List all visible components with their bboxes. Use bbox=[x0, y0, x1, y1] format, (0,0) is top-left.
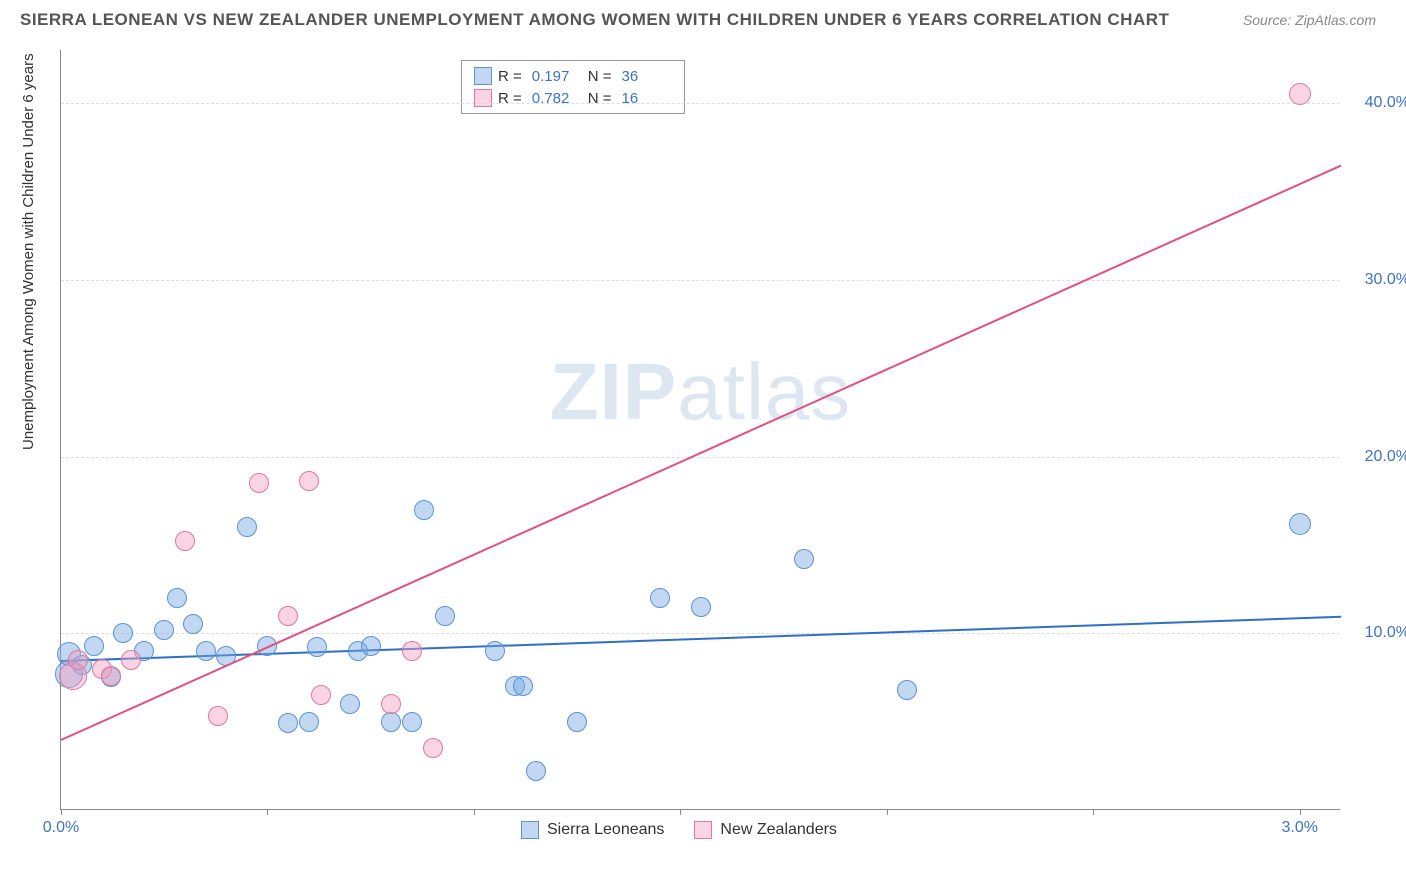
data-point bbox=[381, 712, 401, 732]
legend-swatch-pink bbox=[474, 89, 492, 107]
data-point bbox=[175, 531, 195, 551]
chart-header: SIERRA LEONEAN VS NEW ZEALANDER UNEMPLOY… bbox=[0, 0, 1406, 35]
correlation-row-2: R = 0.782 N = 16 bbox=[474, 87, 672, 109]
data-point bbox=[513, 676, 533, 696]
data-point bbox=[402, 712, 422, 732]
y-tick-label: 10.0% bbox=[1365, 624, 1406, 642]
data-point bbox=[278, 606, 298, 626]
grid-line bbox=[61, 280, 1340, 281]
watermark: ZIPatlas bbox=[550, 346, 851, 438]
data-point bbox=[691, 597, 711, 617]
data-point bbox=[381, 694, 401, 714]
data-point bbox=[897, 680, 917, 700]
data-point bbox=[567, 712, 587, 732]
data-point bbox=[299, 712, 319, 732]
watermark-bold: ZIP bbox=[550, 347, 677, 436]
x-tick-label: 3.0% bbox=[1281, 819, 1317, 837]
grid-line bbox=[61, 633, 1340, 634]
data-point bbox=[361, 636, 381, 656]
y-tick-label: 40.0% bbox=[1365, 94, 1406, 112]
legend-item-1: Sierra Leoneans bbox=[521, 821, 664, 839]
legend-swatch-pink bbox=[694, 821, 712, 839]
data-point bbox=[307, 637, 327, 657]
data-point bbox=[113, 623, 133, 643]
data-point bbox=[167, 588, 187, 608]
legend-swatch-blue bbox=[474, 67, 492, 85]
x-tick-mark bbox=[887, 809, 888, 815]
x-tick-mark bbox=[680, 809, 681, 815]
x-tick-label: 0.0% bbox=[43, 819, 79, 837]
trend-line bbox=[61, 165, 1342, 741]
data-point bbox=[1289, 513, 1311, 535]
y-axis-label: Unemployment Among Women with Children U… bbox=[20, 53, 37, 450]
r-value-1: 0.197 bbox=[532, 68, 582, 85]
series-legend: Sierra Leoneans New Zealanders bbox=[521, 821, 837, 839]
r-label: R = bbox=[498, 68, 522, 85]
legend-swatch-blue bbox=[521, 821, 539, 839]
data-point bbox=[485, 641, 505, 661]
legend-item-2: New Zealanders bbox=[694, 821, 837, 839]
data-point bbox=[435, 606, 455, 626]
correlation-row-1: R = 0.197 N = 36 bbox=[474, 65, 672, 87]
data-point bbox=[423, 738, 443, 758]
y-tick-label: 20.0% bbox=[1365, 448, 1406, 466]
data-point bbox=[154, 620, 174, 640]
data-point bbox=[526, 761, 546, 781]
data-point bbox=[101, 666, 121, 686]
correlation-legend: R = 0.197 N = 36 R = 0.782 N = 16 bbox=[461, 60, 685, 114]
data-point bbox=[237, 517, 257, 537]
legend-label-2: New Zealanders bbox=[720, 821, 837, 839]
y-tick-label: 30.0% bbox=[1365, 271, 1406, 289]
data-point bbox=[340, 694, 360, 714]
data-point bbox=[249, 473, 269, 493]
x-tick-mark bbox=[267, 809, 268, 815]
x-tick-mark bbox=[1300, 809, 1301, 815]
data-point bbox=[183, 614, 203, 634]
scatter-chart: ZIPatlas R = 0.197 N = 36 R = 0.782 N = … bbox=[60, 50, 1340, 810]
grid-line bbox=[61, 457, 1340, 458]
chart-title: SIERRA LEONEAN VS NEW ZEALANDER UNEMPLOY… bbox=[20, 10, 1169, 30]
data-point bbox=[278, 713, 298, 733]
data-point bbox=[299, 471, 319, 491]
data-point bbox=[402, 641, 422, 661]
n-value-1: 36 bbox=[622, 68, 672, 85]
x-tick-mark bbox=[1093, 809, 1094, 815]
source-attribution: Source: ZipAtlas.com bbox=[1243, 12, 1376, 28]
data-point bbox=[414, 500, 434, 520]
data-point bbox=[208, 706, 228, 726]
data-point bbox=[84, 636, 104, 656]
data-point bbox=[196, 641, 216, 661]
data-point bbox=[1289, 83, 1311, 105]
legend-label-1: Sierra Leoneans bbox=[547, 821, 664, 839]
grid-line bbox=[61, 103, 1340, 104]
data-point bbox=[650, 588, 670, 608]
n-label: N = bbox=[588, 68, 612, 85]
x-tick-mark bbox=[61, 809, 62, 815]
data-point bbox=[794, 549, 814, 569]
x-tick-mark bbox=[474, 809, 475, 815]
data-point bbox=[311, 685, 331, 705]
source-prefix: Source: bbox=[1243, 12, 1295, 28]
data-point bbox=[121, 650, 141, 670]
source-name: ZipAtlas.com bbox=[1295, 12, 1376, 28]
data-point bbox=[68, 650, 88, 670]
